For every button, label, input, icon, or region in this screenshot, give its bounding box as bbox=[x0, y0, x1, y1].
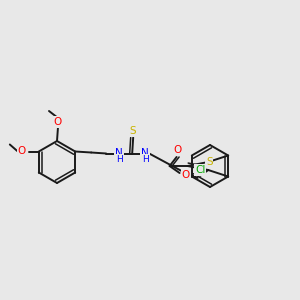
Text: H: H bbox=[116, 155, 123, 164]
Text: O: O bbox=[18, 146, 26, 157]
Text: O: O bbox=[173, 145, 182, 155]
Text: S: S bbox=[206, 157, 212, 167]
Text: O: O bbox=[182, 170, 190, 180]
Text: H: H bbox=[142, 155, 148, 164]
Text: O: O bbox=[54, 117, 62, 127]
Text: S: S bbox=[130, 127, 136, 136]
Text: N: N bbox=[141, 148, 149, 158]
Text: Cl: Cl bbox=[195, 165, 205, 175]
Text: N: N bbox=[115, 148, 123, 158]
